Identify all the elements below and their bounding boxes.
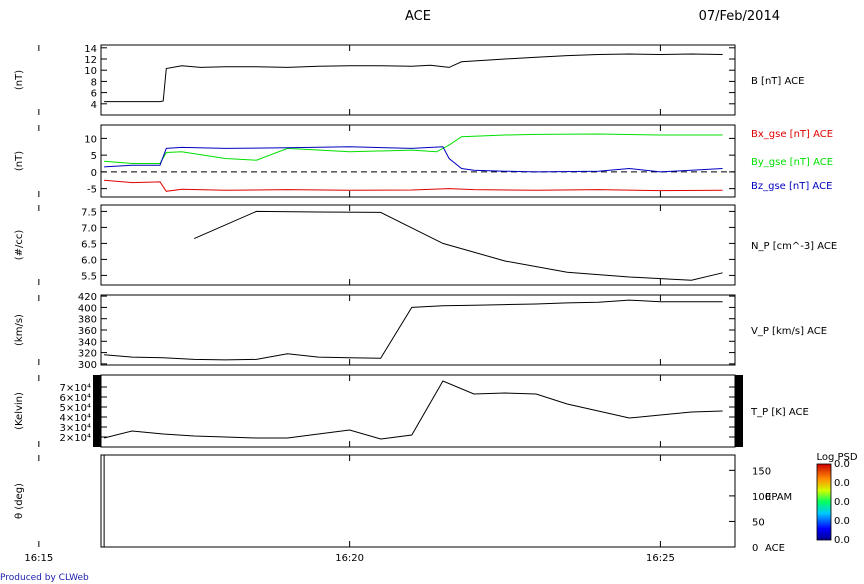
y-tick-label: 7.5 — [81, 207, 97, 218]
y-axis-label: (nT) — [14, 70, 25, 90]
series-label: N_P [cm^-3] ACE — [751, 241, 837, 252]
y-tick-label: 8 — [91, 77, 97, 88]
colorbar-tick-label: 0.0 — [834, 478, 850, 489]
y-tick-label: 6.0 — [81, 255, 97, 266]
y-tick-label: 7.0 — [81, 223, 97, 234]
panel-frame — [100, 204, 736, 286]
series-label: Bx_gse [nT] ACE — [751, 129, 833, 140]
series-label: B [nT] ACE — [751, 76, 804, 87]
y-axis-label: (nT) — [14, 151, 25, 171]
y-tick-label: 100 — [752, 492, 771, 503]
y-tick-label: -5 — [87, 185, 97, 196]
series-line — [104, 53, 723, 103]
y-tick-label: 360 — [78, 326, 97, 337]
y-axis-label: (#/cc) — [14, 230, 25, 261]
y-tick-label: 400 — [78, 303, 97, 314]
series-label: V_P [km/s] ACE — [751, 326, 827, 337]
y-axis-label: (km/s) — [14, 314, 25, 346]
y-tick-label: 6 — [91, 89, 97, 100]
right-text: EPAM — [765, 492, 792, 503]
x-tick-label: 16:20 — [335, 553, 364, 564]
y-tick-label: 4×10⁴ — [60, 413, 91, 424]
y-tick-label: 6.5 — [81, 239, 97, 250]
y-tick-label: 320 — [78, 349, 97, 360]
panel-frame — [100, 454, 736, 548]
y-tick-label: 3×10⁴ — [60, 423, 91, 434]
colorbar-tick-label: 0.0 — [834, 459, 850, 470]
y-tick-label: 0 — [752, 543, 758, 554]
series-line — [104, 133, 723, 164]
right-text: ACE — [765, 543, 785, 554]
y-tick-label: 5 — [91, 151, 97, 162]
y-tick-label: 50 — [752, 517, 765, 528]
panel-Np: (#/cc) 5.5 6.0 6.5 7.0 7.5 N_P [cm^-3] ACE — [14, 204, 837, 286]
y-tick-label: 6×10⁴ — [60, 393, 91, 404]
panel-frame — [100, 294, 736, 366]
colorbar-tick-label: 0.0 — [834, 516, 850, 527]
y-tick-label: 14 — [84, 44, 97, 55]
series-label: Bz_gse [nT] ACE — [751, 181, 832, 192]
colorbar-title: Log PSD — [816, 452, 857, 463]
y-tick-label: 7×10⁴ — [60, 383, 91, 394]
colorbar-tick-label: 0.0 — [834, 535, 850, 546]
figure-title: ACE — [405, 9, 431, 24]
panel-frame — [100, 124, 736, 198]
series-line — [193, 210, 723, 281]
series-line — [104, 146, 723, 173]
y-axis-label: θ (deg) — [14, 483, 25, 519]
y-tick-label: 5.5 — [81, 271, 97, 282]
series-line — [104, 179, 723, 192]
y-tick-label: 420 — [78, 292, 97, 303]
y-tick-label: 2×10⁴ — [60, 433, 91, 444]
series-line — [103, 380, 723, 440]
edge-bar-left — [93, 375, 101, 447]
series-label: T_P [K] ACE — [750, 407, 809, 418]
panel-Bgse: (nT) -5 0 5 10 Bx_gse [nT] ACE By_gse [nT] ACE… — [14, 124, 833, 198]
figure-date: 07/Feb/2014 — [699, 9, 780, 24]
credit-label: Produced by CLWeb — [0, 573, 89, 583]
panel-frame — [100, 44, 736, 116]
colorbar-tick-label: 0.0 — [834, 497, 850, 508]
x-tick-label: 16:15 — [24, 553, 53, 564]
y-tick-label: 340 — [78, 337, 97, 348]
y-tick-label: 10 — [84, 66, 97, 77]
y-tick-label: 4 — [91, 100, 97, 111]
y-tick-label: 380 — [78, 315, 97, 326]
y-tick-label: 10 — [84, 134, 97, 145]
y-axis-label: (Kelvin) — [14, 392, 25, 430]
y-tick-label: 0 — [91, 168, 97, 179]
series-label: By_gse [nT] ACE — [751, 157, 833, 168]
y-tick-label: 12 — [84, 55, 97, 66]
colorbar-gradient — [816, 463, 832, 541]
series-line — [104, 299, 723, 361]
edge-bar-right — [735, 375, 743, 447]
y-tick-label: 300 — [78, 360, 97, 371]
x-tick-label: 16:25 — [646, 553, 675, 564]
panel-theta: θ (deg)050100150EPAMACE16:1016:1516:2016… — [14, 454, 792, 564]
y-tick-label: 150 — [752, 466, 771, 477]
y-tick-label: 5×10⁴ — [60, 403, 91, 414]
